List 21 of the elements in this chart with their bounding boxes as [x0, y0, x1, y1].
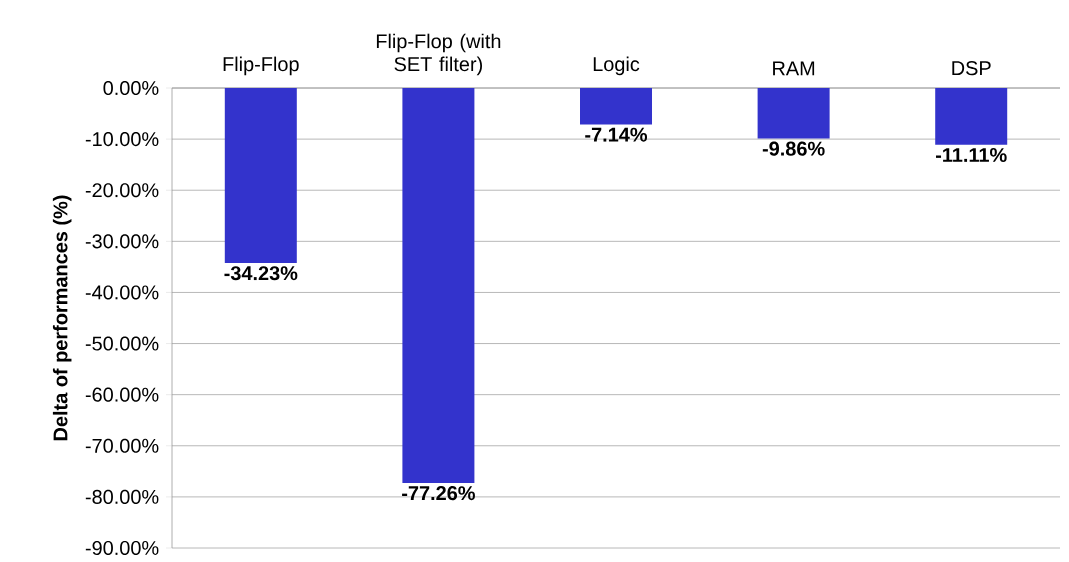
data-label: -77.26% [402, 486, 475, 501]
y-tick-label: -30.00% [85, 234, 159, 249]
y-axis-title: Delta of performances (%) [52, 195, 72, 441]
data-label: -34.23% [224, 266, 298, 281]
x-tick-label: RAM [773, 61, 815, 76]
x-tick-label: Flip-Flop (with SET filter) [376, 33, 501, 76]
y-tick-label: -20.00% [85, 183, 159, 198]
y-tick-label: 0.00% [103, 80, 159, 96]
data-label: -11.11% [935, 147, 1007, 163]
x-tick-label: Logic [593, 56, 640, 76]
y-tick-label: -70.00% [85, 438, 159, 453]
y-tick-label: -50.00% [85, 336, 159, 351]
x-tick-label: Flip-Flop [223, 56, 299, 76]
y-tick-label: -10.00% [85, 132, 159, 147]
y-tick-label: -80.00% [85, 489, 159, 504]
x-tick-label: DSP [952, 61, 991, 76]
data-label: -7.14% [585, 127, 648, 142]
data-label: -9.86% [762, 141, 825, 156]
y-tick-label: -40.00% [85, 285, 159, 300]
y-tick-label: -60.00% [85, 387, 159, 402]
y-tick-label: -90.00% [85, 540, 159, 556]
